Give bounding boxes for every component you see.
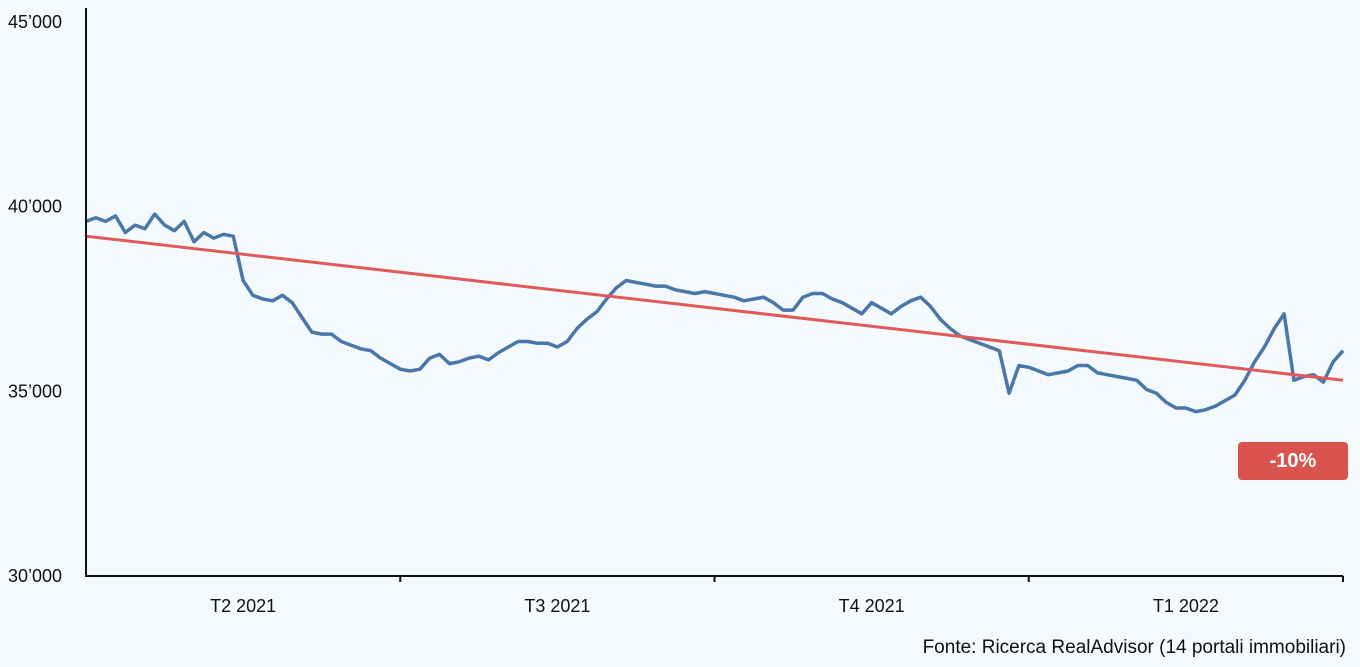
- x-tick-label: T2 2021: [210, 596, 276, 616]
- change-badge: -10%: [1238, 442, 1348, 480]
- x-tick-label: T3 2021: [524, 596, 590, 616]
- trend-line: [85, 234, 1344, 382]
- y-tick-label: 45’000: [8, 12, 62, 32]
- x-axis-labels: T2 2021 T3 2021 T4 2021 T1 2022: [210, 596, 1219, 616]
- y-axis-labels: 45’000 40’000 35’000 30’000: [8, 12, 62, 586]
- y-tick-label: 30’000: [8, 566, 62, 586]
- y-tick-label: 40’000: [8, 197, 62, 217]
- series-group: [85, 212, 1345, 414]
- x-tick-label: T4 2021: [839, 596, 905, 616]
- price-series-line: [85, 212, 1345, 414]
- x-tick-label: T1 2022: [1153, 596, 1219, 616]
- y-tick-label: 35’000: [8, 381, 62, 401]
- source-note: Fonte: Ricerca RealAdvisor (14 portali i…: [922, 637, 1346, 658]
